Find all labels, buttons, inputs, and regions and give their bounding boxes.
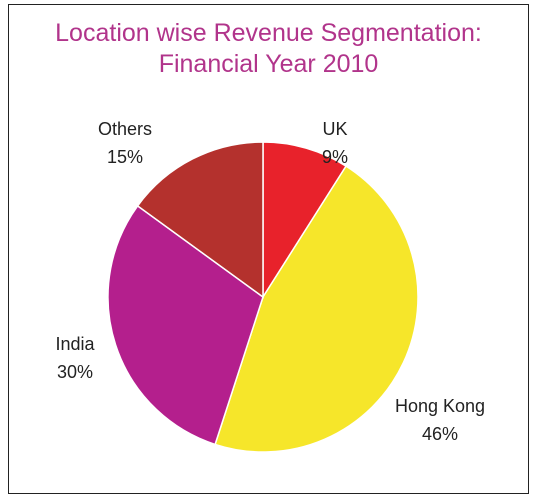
page: Location wise Revenue Segmentation: Fina… bbox=[8, 4, 529, 494]
chart: UK 9% Hong Kong 46% India 30% Others 15% bbox=[55, 119, 485, 453]
value-label: 15% bbox=[107, 147, 143, 167]
pie-slice bbox=[136, 141, 264, 299]
chart-title: Location wise Revenue Segmentation: Fina… bbox=[55, 19, 482, 78]
slice-label: Others bbox=[98, 119, 152, 139]
pie-slice bbox=[262, 141, 348, 300]
value-label: 46% bbox=[422, 424, 458, 444]
value-label: 30% bbox=[57, 362, 93, 382]
slice-label: UK bbox=[322, 119, 347, 139]
value-label: 9% bbox=[322, 147, 348, 167]
pie-slice bbox=[214, 165, 419, 453]
pie-slice bbox=[107, 204, 264, 446]
slice-label: India bbox=[55, 334, 95, 354]
slice-label: Hong Kong bbox=[395, 396, 485, 416]
